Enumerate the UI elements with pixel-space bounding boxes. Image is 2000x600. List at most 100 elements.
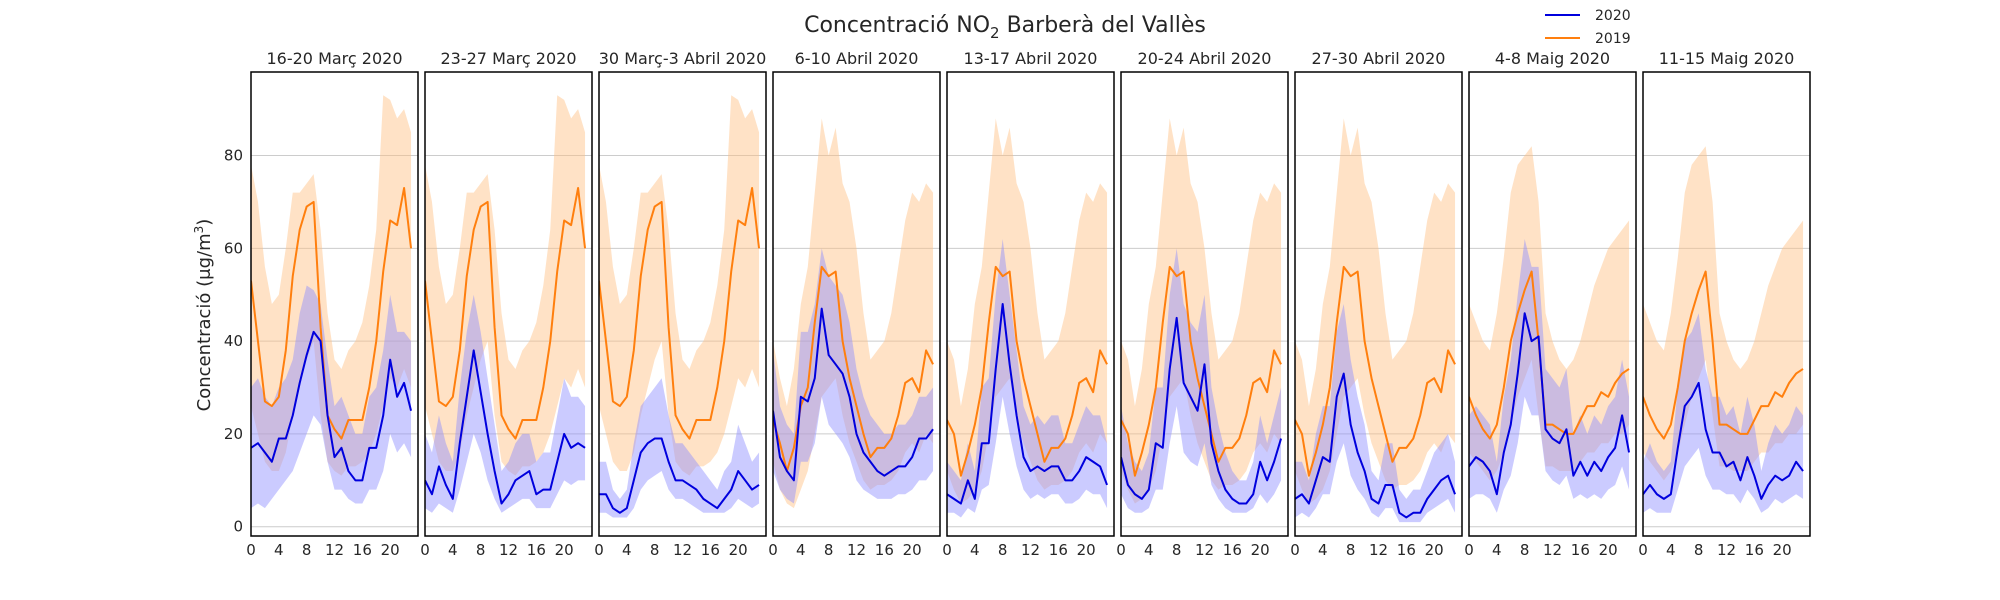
panel-plot-area — [1295, 118, 1456, 523]
x-tick-label: 16 — [701, 541, 720, 559]
panel-2: 23-27 Març 2020 0 4 8 12 16 20 — [420, 49, 593, 559]
x-tick-label: 0 — [246, 541, 256, 559]
x-tick-label: 4 — [1492, 541, 1502, 559]
figure-title: Concentració NO2 Barberà del Vallès — [804, 13, 1206, 42]
x-tick-label: 20 — [381, 541, 400, 559]
x-tick-label: 8 — [1694, 541, 1704, 559]
y-tick-label: 20 — [224, 425, 243, 443]
x-tick-label: 8 — [1346, 541, 1356, 559]
x-tick-label: 12 — [673, 541, 692, 559]
panel-frame — [250, 71, 419, 537]
panel-frame — [772, 71, 941, 537]
panel-plot-area — [251, 95, 413, 509]
band-2020 — [773, 248, 934, 504]
panel-frame — [1294, 71, 1463, 537]
y-axis-label: Concentració (μg/m3) — [192, 219, 215, 412]
panel-plot-area — [599, 95, 761, 518]
panel-4: 6-10 Abril 2020 0 4 8 12 16 20 — [768, 49, 941, 559]
x-tick-label: 8 — [476, 541, 486, 559]
x-tick-label: 12 — [1543, 541, 1562, 559]
panel-9: 11-15 Maig 2020 0 4 8 12 16 20 — [1638, 49, 1811, 559]
band-2020 — [1295, 304, 1456, 523]
x-tick-label: 0 — [768, 541, 778, 559]
legend-label-2020: 2020 — [1595, 8, 1631, 24]
series-line-2020 — [1295, 372, 1456, 519]
x-tick-label: 20 — [1425, 541, 1444, 559]
panel-title: 20-24 Abril 2020 — [1138, 49, 1272, 68]
x-tick-label: 16 — [1571, 541, 1590, 559]
panel-plot-area — [947, 118, 1108, 518]
band-2019 — [947, 118, 1108, 504]
band-2020 — [251, 285, 412, 509]
y-tick-label: 40 — [224, 332, 243, 350]
band-2019 — [1469, 146, 1630, 481]
x-tick-label: 20 — [1599, 541, 1618, 559]
panel-title: 11-15 Maig 2020 — [1659, 49, 1795, 68]
x-tick-label: 16 — [1745, 541, 1764, 559]
x-tick-label: 0 — [942, 541, 952, 559]
series-line-2020 — [1121, 316, 1282, 505]
panel-plot-area — [1643, 146, 1804, 513]
y-tick-label: 60 — [224, 239, 243, 257]
x-tick-label: 4 — [796, 541, 806, 559]
series-line-2020 — [947, 303, 1108, 505]
band-2020 — [599, 378, 760, 518]
series-line-2019 — [1469, 270, 1630, 440]
x-tick-label: 8 — [1172, 541, 1182, 559]
x-tick-label: 12 — [1717, 541, 1736, 559]
x-tick-label: 0 — [1464, 541, 1474, 559]
x-tick-label: 8 — [998, 541, 1008, 559]
series-line-2020 — [1643, 381, 1804, 500]
series-line-2019 — [599, 187, 761, 440]
x-tick-label: 4 — [622, 541, 632, 559]
legend-label-2019: 2019 — [1595, 31, 1631, 47]
series-line-2020 — [251, 330, 413, 482]
x-tick-label: 4 — [1666, 541, 1676, 559]
x-tick-label: 16 — [1049, 541, 1068, 559]
x-tick-label: 4 — [970, 541, 980, 559]
series-line-2020 — [425, 349, 586, 505]
x-tick-label: 12 — [1195, 541, 1214, 559]
panel-7: 27-30 Abril 2020 0 4 8 12 16 20 — [1290, 49, 1463, 559]
x-tick-label: 20 — [555, 541, 574, 559]
series-line-2020 — [773, 307, 934, 482]
x-tick-label: 4 — [1144, 541, 1154, 559]
series-line-2020 — [1469, 312, 1631, 496]
panel-8: 4-8 Maig 2020 0 4 8 12 16 20 — [1464, 49, 1637, 559]
x-tick-label: 0 — [594, 541, 604, 559]
y-tick-label: 80 — [224, 147, 243, 165]
x-tick-label: 12 — [499, 541, 518, 559]
band-2019 — [1121, 118, 1282, 504]
x-tick-label: 12 — [847, 541, 866, 559]
band-2019 — [1643, 146, 1804, 481]
y-tick-label: 0 — [233, 518, 243, 536]
panel-5: 13-17 Abril 2020 0 4 8 12 16 20 — [942, 49, 1115, 559]
panel-frame — [424, 71, 593, 537]
x-tick-label: 0 — [1116, 541, 1126, 559]
x-tick-label: 12 — [1021, 541, 1040, 559]
x-tick-label: 8 — [302, 541, 312, 559]
x-tick-label: 4 — [1318, 541, 1328, 559]
series-line-2019 — [425, 187, 587, 440]
panel-title: 4-8 Maig 2020 — [1495, 49, 1610, 68]
x-tick-label: 8 — [824, 541, 834, 559]
x-tick-label: 8 — [1520, 541, 1530, 559]
ylabel-superscript: 3 — [192, 226, 206, 234]
panel-plot-area — [1469, 146, 1631, 513]
x-tick-label: 20 — [1773, 541, 1792, 559]
panel-plot-area — [773, 118, 934, 509]
band-2020 — [425, 294, 586, 513]
band-2020 — [1643, 313, 1804, 513]
x-tick-label: 20 — [903, 541, 922, 559]
x-tick-label: 8 — [650, 541, 660, 559]
x-tick-label: 20 — [1251, 541, 1270, 559]
x-tick-label: 4 — [274, 541, 284, 559]
x-tick-label: 16 — [875, 541, 894, 559]
x-tick-label: 16 — [527, 541, 546, 559]
title-subscript: 2 — [990, 24, 1000, 42]
series-line-2019 — [1643, 270, 1804, 440]
panel-title: 6-10 Abril 2020 — [795, 49, 919, 68]
